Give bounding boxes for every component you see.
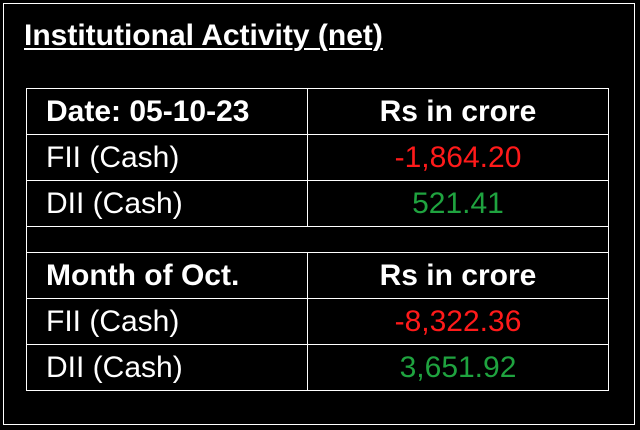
table-row: FII (Cash) -1,864.20	[26, 134, 609, 181]
spacer-cell	[26, 226, 609, 253]
row-label: DII (Cash)	[26, 180, 308, 227]
row-label: FII (Cash)	[26, 298, 308, 345]
page-title: Institutional Activity (net)	[24, 19, 383, 52]
row-label: FII (Cash)	[26, 134, 308, 181]
row-value: -1,864.20	[307, 134, 609, 181]
month-header-cell: Month of Oct.	[26, 252, 308, 299]
daily-header-row: Date: 05-10-23 Rs in crore	[26, 88, 609, 135]
unit-header-cell: Rs in crore	[307, 252, 609, 299]
row-value: 3,651.92	[307, 344, 609, 391]
row-label: DII (Cash)	[26, 344, 308, 391]
monthly-header-row: Month of Oct. Rs in crore	[26, 252, 609, 299]
row-value: 521.41	[307, 180, 609, 227]
institutional-activity-table: Date: 05-10-23 Rs in crore FII (Cash) -1…	[26, 88, 609, 391]
outer-frame	[3, 3, 635, 425]
unit-header-cell: Rs in crore	[307, 88, 609, 135]
table-row: FII (Cash) -8,322.36	[26, 298, 609, 345]
spacer-row	[26, 226, 609, 253]
date-header-cell: Date: 05-10-23	[26, 88, 308, 135]
row-value: -8,322.36	[307, 298, 609, 345]
table-row: DII (Cash) 521.41	[26, 180, 609, 227]
table-row: DII (Cash) 3,651.92	[26, 344, 609, 391]
